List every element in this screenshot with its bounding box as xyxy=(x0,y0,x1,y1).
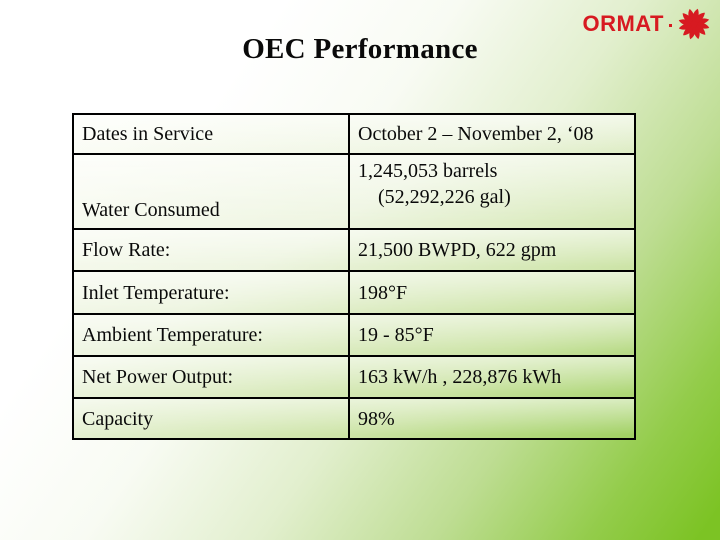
row-label-cell: Flow Rate: xyxy=(72,228,350,272)
performance-table: Dates in Service October 2 – November 2,… xyxy=(72,113,636,440)
row-value-cell: October 2 – November 2, ‘08 xyxy=(348,113,636,155)
pinwheel-icon xyxy=(678,8,710,40)
row-value-cell: 1,245,053 barrels (52,292,226 gal) xyxy=(348,153,636,230)
table-row: Ambient Temperature: 19 - 85°F xyxy=(72,313,636,357)
row-label-cell: Dates in Service xyxy=(72,113,350,155)
table-row: Water Consumed 1,245,053 barrels (52,292… xyxy=(72,153,636,230)
row-label-cell: Capacity xyxy=(72,397,350,440)
row-label-cell: Water Consumed xyxy=(72,153,350,230)
row-value-cell: 98% xyxy=(348,397,636,440)
row-value-cell: 163 kW/h , 228,876 kWh xyxy=(348,355,636,399)
row-label-cell: Net Power Output: xyxy=(72,355,350,399)
table-row: Capacity 98% xyxy=(72,397,636,440)
row-label-cell: Ambient Temperature: xyxy=(72,313,350,357)
row-label-cell: Inlet Temperature: xyxy=(72,270,350,315)
row-value-cell: 21,500 BWPD, 622 gpm xyxy=(348,228,636,272)
table-row: Dates in Service October 2 – November 2,… xyxy=(72,113,636,155)
page-title: OEC Performance xyxy=(242,33,478,65)
table-row: Inlet Temperature: 198°F xyxy=(72,270,636,315)
table-row: Flow Rate: 21,500 BWPD, 622 gpm xyxy=(72,228,636,272)
trademark-dot xyxy=(669,23,672,27)
row-value-cell: 19 - 85°F xyxy=(348,313,636,357)
ormat-logo: ORMAT xyxy=(582,6,712,42)
row-value-cell: 198°F xyxy=(348,270,636,315)
table-row: Net Power Output: 163 kW/h , 228,876 kWh xyxy=(72,355,636,399)
ormat-logo-text: ORMAT xyxy=(582,11,664,36)
